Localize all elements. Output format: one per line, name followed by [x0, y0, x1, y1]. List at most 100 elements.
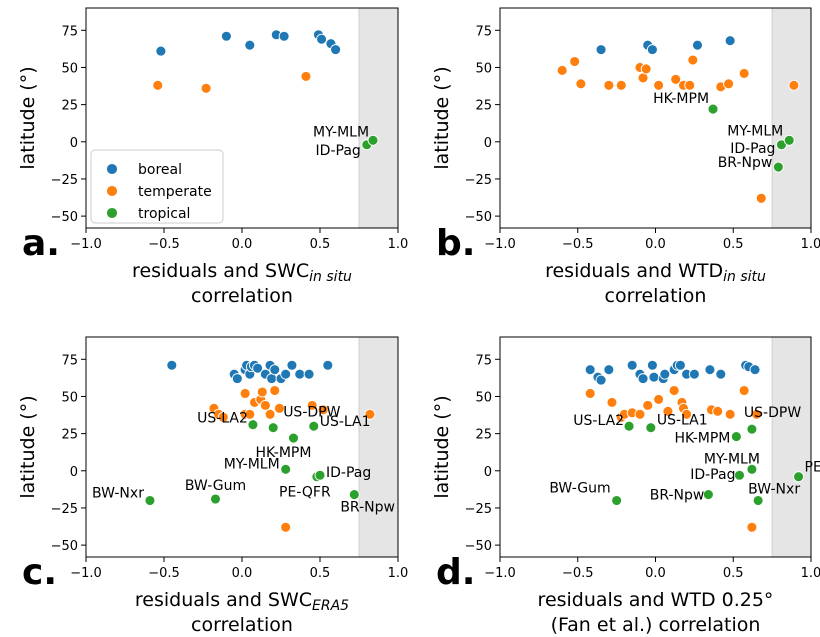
x-axis-label-subscript: ERA5: [312, 598, 349, 614]
y-tick-label: 75: [61, 24, 78, 39]
y-tick-label: −25: [465, 502, 492, 517]
tropical-point: [367, 134, 379, 146]
x-axis-label-line2: correlation: [605, 285, 707, 307]
temperate-point: [364, 408, 376, 420]
tropical-point: [752, 495, 764, 506]
temperate-point: [584, 388, 596, 399]
temperate-point: [569, 56, 581, 67]
temperate-point: [738, 385, 750, 396]
x-axis-label-main: residuals and WTD: [545, 260, 723, 282]
x-tick-label: 1.0: [801, 566, 820, 581]
boreal-point: [316, 33, 328, 45]
site-label: MY-MLM: [224, 456, 280, 472]
temperate-point: [269, 385, 281, 396]
site-label: BW-Gum: [549, 481, 610, 497]
temperate-point: [712, 405, 724, 417]
temperate-point: [244, 408, 256, 420]
y-tick-label: 25: [475, 99, 492, 114]
temperate-point: [668, 385, 680, 396]
boreal-point: [595, 374, 607, 386]
tropical-point: [314, 469, 326, 481]
x-axis-label-line2: correlation: [191, 285, 293, 307]
site-label: US-LA2: [197, 411, 248, 427]
site-label: HK-MPM: [653, 91, 709, 107]
y-tick-label: 0: [484, 465, 492, 480]
x-tick-label: 0.5: [723, 566, 744, 581]
shaded-region: [772, 337, 811, 557]
tropical-point: [783, 134, 795, 146]
tropical-point: [348, 489, 360, 501]
tropical-point: [746, 463, 758, 475]
boreal-point: [646, 44, 658, 56]
boreal-point: [688, 368, 700, 380]
boreal-point: [715, 368, 727, 380]
x-axis-label: residuals and WTDin situ: [545, 260, 766, 285]
legend: boreal temperate tropical: [90, 149, 224, 224]
boreal-point: [322, 359, 334, 371]
tropical-point: [793, 471, 805, 483]
site-label: PE-QFR: [279, 485, 331, 501]
x-tick-label: −1.0: [484, 237, 516, 252]
legend-marker: [106, 163, 118, 175]
site-label: ID-Pag: [326, 465, 371, 481]
x-tick-label: 0.0: [232, 237, 253, 252]
tropical-point: [144, 495, 156, 506]
tropical-point: [210, 493, 221, 505]
legend-marker: [106, 207, 118, 219]
shaded-region: [359, 337, 398, 557]
boreal-point: [155, 45, 167, 57]
site-label: BW-Gum: [185, 478, 246, 494]
site-label: BW-Nxr: [748, 482, 800, 498]
panel-letter: c.: [22, 552, 57, 593]
axes-frame: [499, 336, 812, 558]
temperate-point: [681, 408, 693, 420]
boreal-point: [674, 359, 686, 371]
temperate-point: [724, 408, 736, 420]
y-tick-label: 25: [61, 99, 78, 114]
boreal-point: [286, 359, 298, 371]
site-label: BR-Npw: [650, 488, 705, 504]
x-axis-label: residuals and WTD 0.25°: [538, 589, 774, 611]
shaded-region: [359, 8, 398, 228]
site-label: ID-Pag: [730, 141, 775, 157]
y-tick-label: 50: [475, 390, 492, 405]
y-tick-label: 0: [70, 136, 78, 151]
legend-label: boreal: [138, 162, 182, 178]
temperate-point: [256, 386, 268, 398]
x-tick-label: −0.5: [562, 237, 594, 252]
y-tick-label: −50: [465, 210, 492, 225]
y-tick-label: 0: [484, 136, 492, 151]
y-tick-label: 50: [61, 61, 78, 76]
x-tick-label: −0.5: [148, 237, 180, 252]
boreal-point: [704, 364, 716, 376]
temperate-point: [556, 64, 568, 76]
y-axis-label: latitude (°): [17, 66, 39, 169]
x-axis-label: residuals and SWCERA5: [135, 589, 349, 614]
x-tick-label: 0.0: [232, 566, 253, 581]
y-tick-label: −25: [51, 502, 78, 517]
x-axis-label-line2: correlation: [191, 614, 293, 636]
boreal-point: [637, 373, 649, 385]
temperate-point: [239, 388, 251, 399]
x-tick-label: −1.0: [484, 566, 516, 581]
tropical-point: [707, 103, 719, 115]
temperate-point: [280, 521, 292, 533]
x-tick-label: 0.5: [310, 237, 331, 252]
temperate-point: [259, 399, 271, 411]
boreal-point: [278, 30, 290, 42]
y-axis-label: latitude (°): [17, 395, 39, 498]
temperate-point: [634, 408, 646, 420]
temperate-point: [606, 396, 618, 408]
boreal-point: [659, 368, 671, 380]
boreal-point: [646, 359, 658, 371]
boreal-point: [166, 359, 178, 371]
legend-label: temperate: [138, 184, 212, 200]
boreal-point: [330, 44, 342, 56]
y-tick-label: 75: [475, 24, 492, 39]
x-axis-label-main: residuals and SWC: [135, 589, 312, 611]
tropical-point: [772, 161, 784, 173]
site-label: MY-MLM: [704, 451, 760, 467]
y-axis-label: latitude (°): [431, 395, 453, 498]
